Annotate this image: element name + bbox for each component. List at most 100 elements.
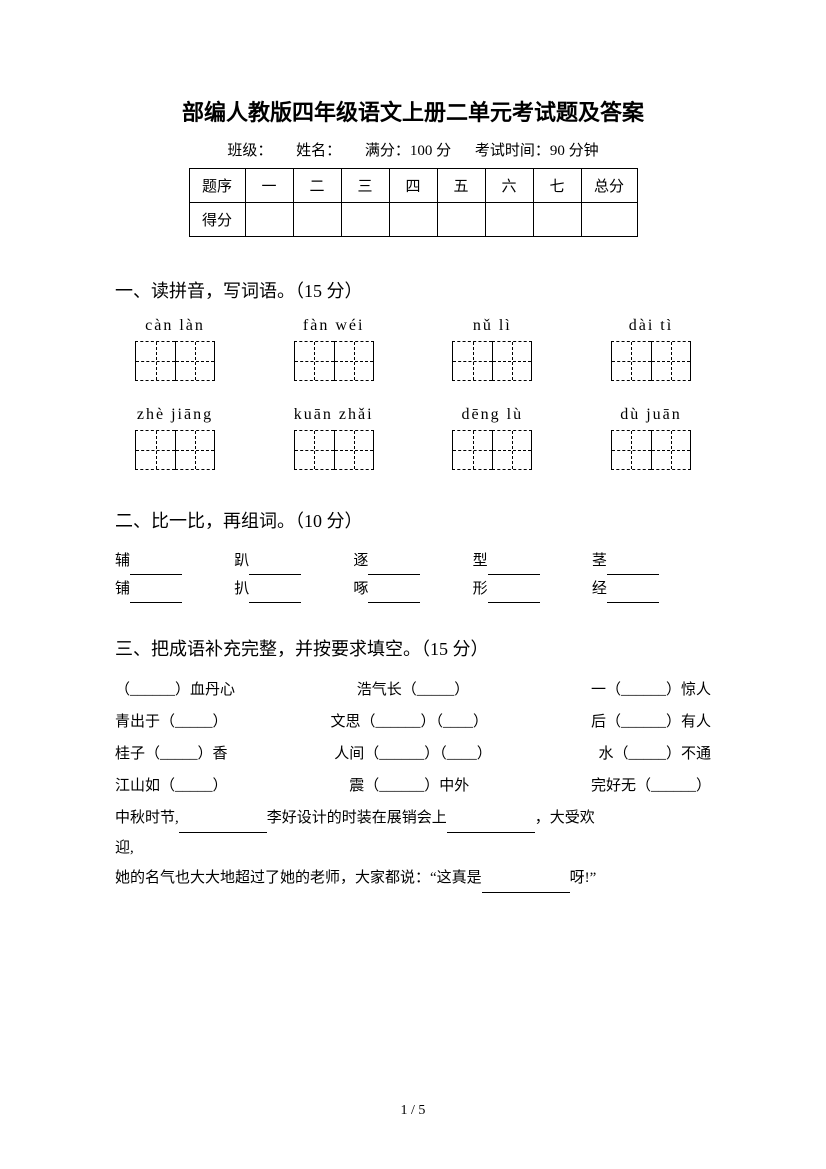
pinyin-item: dù juān [591,406,711,475]
tianzige[interactable] [135,341,215,381]
exam-info: 班级： 姓名： 满分：100 分 考试时间：90 分钟 [115,139,711,160]
class-label: 班级： [227,143,272,159]
tianzige[interactable] [294,430,374,470]
idiom-item: 江山如（_____） [115,771,228,801]
section-1-title: 一、读拼音，写词语。（15 分） [115,277,711,303]
pinyin-text: dēng lù [432,406,552,424]
list-item: 型 [473,547,592,575]
fill-blank[interactable] [488,585,540,603]
pinyin-text: fàn wéi [274,317,394,335]
pinyin-item: kuān zhǎi [274,406,394,475]
pinyin-text: dài tì [591,317,711,335]
cell [533,203,581,237]
tianzige[interactable] [452,430,532,470]
idiom-row: 江山如（_____） 震（______）中外 完好无（______） [115,771,711,801]
idiom-sentence: 迎, [115,833,711,863]
pinyin-text: kuān zhǎi [274,406,394,424]
idiom-item: 青出于（_____） [115,707,228,737]
cell [485,203,533,237]
compare-row-1: 辅 趴 逐 型 茎 [115,547,711,575]
list-item: 扒 [234,575,353,603]
fill-blank[interactable] [179,815,267,833]
idiom-item: 后（______）有人 [591,707,711,737]
cell: 得分 [189,203,245,237]
idiom-row: 桂子（_____）香 人间（______）（____） 水（_____）不通 [115,739,711,769]
score-table: 题序 一 二 三 四 五 六 七 总分 得分 [189,168,638,237]
tianzige[interactable] [135,430,215,470]
list-item: 茎 [592,547,711,575]
pinyin-text: dù juān [591,406,711,424]
section-2-title: 二、比一比，再组词。（10 分） [115,507,711,533]
compare-row-2: 铺 扒 啄 形 经 [115,575,711,603]
table-row: 得分 [189,203,637,237]
cell: 五 [437,169,485,203]
pinyin-text: zhè jiāng [115,406,235,424]
list-item: 铺 [115,575,234,603]
fill-blank[interactable] [130,557,182,575]
fill-blank[interactable] [607,557,659,575]
exam-time: 考试时间：90 分钟 [475,143,599,159]
text: 迎, [115,840,134,856]
cell: 三 [341,169,389,203]
list-item: 辅 [115,547,234,575]
text: 李好设计的时装在展销会上 [267,810,447,826]
page-title: 部编人教版四年级语文上册二单元考试题及答案 [115,95,711,127]
cell: 四 [389,169,437,203]
tianzige[interactable] [294,341,374,381]
cell: 七 [533,169,581,203]
idiom-item: 震（______）中外 [349,771,469,801]
pinyin-row-1: càn làn fàn wéi nǔ lì dài tì [115,317,711,386]
cell [581,203,637,237]
list-item: 经 [592,575,711,603]
idiom-item: （______）血丹心 [115,675,235,705]
idiom-row: 青出于（_____） 文思（______）（____） 后（______）有人 [115,707,711,737]
idiom-grid: （______）血丹心 浩气长（_____） 一（______）惊人 青出于（_… [115,675,711,801]
cell [245,203,293,237]
idiom-item: 水（_____）不通 [598,739,711,769]
text: 呀!” [570,870,597,886]
list-item: 趴 [234,547,353,575]
cell: 二 [293,169,341,203]
list-item: 逐 [353,547,472,575]
cell [389,203,437,237]
cell [437,203,485,237]
idiom-sentence: 她的名气也大大地超过了她的老师，大家都说：“这真是 呀!” [115,863,711,893]
cell: 题序 [189,169,245,203]
pinyin-item: dài tì [591,317,711,386]
tianzige[interactable] [611,341,691,381]
idiom-item: 浩气长（_____） [357,675,470,705]
fill-blank[interactable] [130,585,182,603]
idiom-item: 完好无（______） [591,771,711,801]
fill-blank[interactable] [368,585,420,603]
idiom-item: 人间（______）（____） [334,739,492,769]
tianzige[interactable] [611,430,691,470]
fill-blank[interactable] [249,585,301,603]
idiom-item: 桂子（_____）香 [115,739,228,769]
page-number: 1 / 5 [0,1103,826,1119]
idiom-sentence: 中秋时节, 李好设计的时装在展销会上 ，大受欢 [115,803,711,833]
text: 她的名气也大大地超过了她的老师，大家都说：“这真是 [115,870,482,886]
pinyin-item: càn làn [115,317,235,386]
pinyin-item: dēng lù [432,406,552,475]
pinyin-item: nǔ lì [432,317,552,386]
fill-blank[interactable] [488,557,540,575]
fill-blank[interactable] [249,557,301,575]
fill-blank[interactable] [607,585,659,603]
idiom-item: 文思（______）（____） [330,707,488,737]
idiom-row: （______）血丹心 浩气长（_____） 一（______）惊人 [115,675,711,705]
cell: 一 [245,169,293,203]
fill-blank[interactable] [482,875,570,893]
name-label: 姓名： [296,143,341,159]
fill-blank[interactable] [368,557,420,575]
pinyin-item: zhè jiāng [115,406,235,475]
full-score: 满分：100 分 [365,143,451,159]
section-3-title: 三、把成语补充完整，并按要求填空。（15 分） [115,635,711,661]
table-row: 题序 一 二 三 四 五 六 七 总分 [189,169,637,203]
text: ，大受欢 [535,810,595,826]
text: 中秋时节, [115,810,179,826]
cell: 六 [485,169,533,203]
fill-blank[interactable] [447,815,535,833]
tianzige[interactable] [452,341,532,381]
pinyin-text: càn làn [115,317,235,335]
pinyin-row-2: zhè jiāng kuān zhǎi dēng lù dù juān [115,406,711,475]
